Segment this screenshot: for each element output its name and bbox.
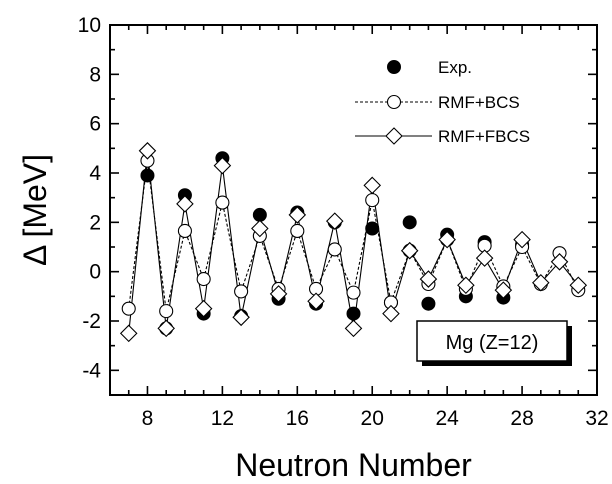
- y-tick-label: 4: [89, 162, 101, 185]
- data-point-rmf-fbcs: [176, 195, 194, 213]
- x-axis-label: Neutron Number: [235, 447, 472, 483]
- data-point-rmf-fbcs: [325, 212, 344, 230]
- data-point-rmf-bcs: [290, 223, 305, 239]
- y-axis-label: Δ [MeV]: [17, 154, 53, 266]
- data-point-rmf-fbcs: [251, 219, 269, 238]
- data-point-rmf-fbcs: [400, 241, 419, 260]
- y-tick-label: 8: [89, 63, 101, 86]
- annotation-box: Mg (Z=12): [416, 320, 572, 366]
- data-point-exp: [421, 296, 436, 311]
- data-point-rmf-fbcs: [288, 206, 307, 224]
- x-tick-label: 8: [142, 407, 154, 430]
- data-point-exp: [140, 168, 155, 183]
- data-point-rmf-fbcs: [550, 253, 569, 271]
- data-point-exp: [365, 221, 380, 236]
- legend-marker-rmf-fbcs: [385, 127, 403, 145]
- data-point-rmf-fbcs: [532, 273, 550, 292]
- data-point-rmf-fbcs: [213, 156, 232, 175]
- x-tick-label: 28: [510, 407, 533, 430]
- data-point-exp: [402, 215, 417, 230]
- data-point-exp: [252, 207, 267, 222]
- x-tick-label: 12: [211, 407, 234, 430]
- data-point-rmf-fbcs: [269, 285, 288, 303]
- y-tick-label: -4: [82, 359, 101, 382]
- data-point-rmf-fbcs: [513, 230, 531, 249]
- y-tick-label: 0: [89, 261, 101, 284]
- x-tick-label: 24: [435, 407, 459, 430]
- data-point-rmf-bcs: [234, 284, 249, 299]
- data-point-rmf-fbcs: [494, 281, 513, 299]
- x-tick-label: 32: [585, 407, 608, 430]
- data-point-rmf-bcs: [177, 223, 192, 239]
- data-point-rmf-bcs: [346, 285, 361, 300]
- data-point-rmf-fbcs: [382, 304, 400, 323]
- legend-marker-rmf-bcs: [386, 94, 402, 110]
- legend-label-exp: Exp.: [438, 58, 472, 77]
- series-line-rmf-fbcs: [128, 150, 579, 334]
- data-point-rmf-fbcs: [119, 324, 138, 343]
- data-point-rmf-fbcs: [344, 319, 363, 338]
- data-point-rmf-bcs: [215, 195, 230, 210]
- data-point-rmf-bcs: [365, 193, 380, 208]
- data-point-rmf-fbcs: [232, 308, 250, 327]
- data-point-rmf-fbcs: [457, 276, 475, 295]
- data-point-rmf-bcs: [159, 304, 174, 319]
- x-tick-label: 20: [361, 407, 384, 430]
- annotation-frame: [416, 320, 568, 362]
- data-point-rmf-fbcs: [419, 270, 438, 288]
- y-tick-label: -2: [82, 310, 101, 333]
- data-point-rmf-fbcs: [194, 299, 213, 318]
- data-point-rmf-fbcs: [307, 292, 325, 311]
- x-tick-label: 16: [286, 407, 309, 430]
- data-point-rmf-bcs: [196, 272, 211, 287]
- legend-label-rmf-fbcs: RMF+FBCS: [438, 127, 530, 146]
- data-point-rmf-fbcs: [363, 176, 382, 195]
- legend-label-rmf-bcs: RMF+BCS: [438, 93, 520, 112]
- data-point-rmf-bcs: [327, 242, 342, 257]
- y-tick-label: 6: [89, 113, 101, 136]
- y-tick-label: 10: [78, 14, 101, 37]
- data-point-rmf-fbcs: [138, 142, 157, 160]
- annotation-label: Mg (Z=12): [446, 332, 539, 354]
- data-point-rmf-fbcs: [157, 319, 175, 338]
- data-point-rmf-fbcs: [475, 249, 494, 267]
- data-point-rmf-fbcs: [438, 230, 456, 249]
- plot-area: [119, 142, 588, 343]
- y-tick-label: 2: [89, 211, 101, 234]
- data-point-exp: [346, 306, 361, 321]
- data-point-rmf-bcs: [121, 301, 136, 316]
- legend: Exp. RMF+BCS RMF+FBCS: [355, 58, 530, 146]
- data-point-rmf-fbcs: [569, 276, 588, 295]
- legend-marker-exp: [387, 60, 401, 74]
